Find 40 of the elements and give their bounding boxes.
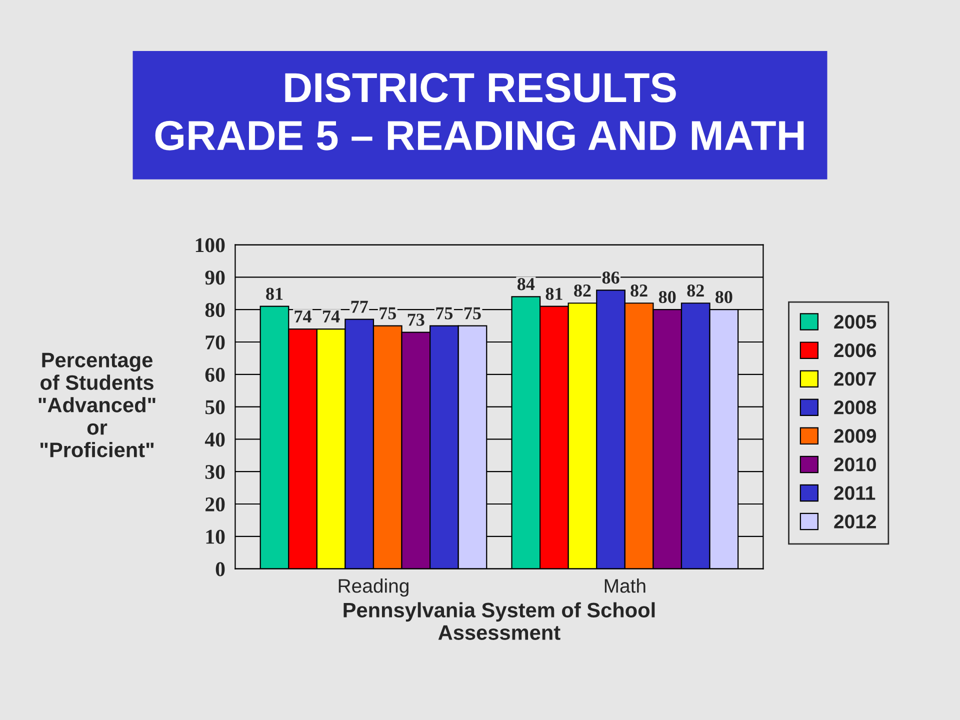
data-label: 80 — [658, 290, 676, 304]
y-tick-label: 70 — [206, 335, 225, 350]
y-tick-label: 50 — [205, 400, 225, 414]
data-label: 82 — [630, 284, 648, 297]
data-label: 80 — [715, 290, 732, 304]
legend-label: 2008 — [834, 400, 876, 414]
y-tick-label: 90 — [205, 270, 225, 285]
y-tick-label: 60 — [205, 368, 225, 382]
y-tick-label: 30 — [205, 464, 225, 480]
data-label: 77 — [351, 300, 368, 313]
legend-label: 2009 — [834, 429, 876, 443]
x-tick-label: Reading — [338, 578, 408, 597]
data-label: 81 — [266, 288, 283, 300]
data-label: 81 — [546, 288, 562, 300]
data-label: 73 — [408, 314, 424, 326]
legend-label: 2012 — [834, 514, 876, 528]
data-label: 74 — [323, 310, 340, 322]
chart-title: DISTRICT RESULTS GRADE 5 – READING AND MATH — [155, 72, 804, 150]
y-tick-label: 40 — [204, 432, 225, 447]
data-label: 82 — [687, 284, 704, 297]
data-label: 75 — [464, 307, 481, 320]
y-tick-label: 10 — [206, 530, 225, 544]
legend-label: 2011 — [834, 486, 876, 500]
y-tick-label: 80 — [205, 302, 225, 318]
x-tick-label: Math — [604, 578, 646, 593]
y-tick-label: 100 — [196, 238, 225, 252]
data-label: 75 — [436, 307, 453, 320]
y-tick-label: 0 — [216, 562, 225, 576]
legend-label: 2007 — [834, 372, 876, 386]
y-tick-label: 20 — [206, 497, 225, 512]
legend-label: 2006 — [834, 343, 876, 358]
data-label: 84 — [517, 278, 535, 290]
x-axis-title: Pennsylvania System of School Assessment — [344, 602, 655, 640]
legend-label: 2010 — [834, 458, 876, 472]
y-axis-title: Percentage of Students "Advanced" or "Proficient" — [38, 352, 156, 458]
legend-label: 2005 — [834, 314, 876, 329]
data-label: 74 — [294, 310, 312, 322]
data-label: 86 — [602, 272, 620, 284]
data-label: 82 — [574, 284, 591, 297]
data-label: 75 — [380, 307, 396, 320]
